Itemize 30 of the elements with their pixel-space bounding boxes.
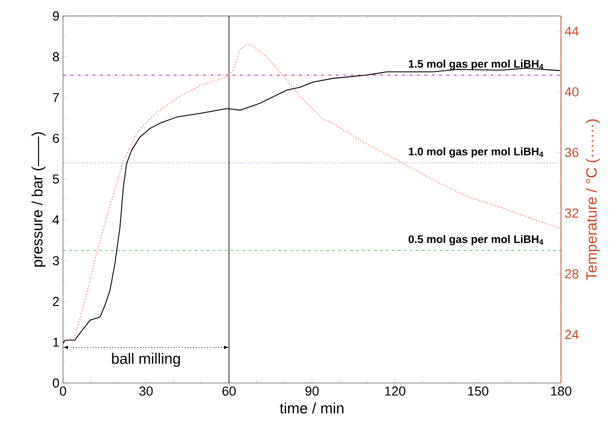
ref-line-label: 1.0 mol gas per mol LiBH$_{4}$ [408,147,544,158]
y2-tick-label: 36 [565,148,578,158]
y-tick-label: 0 [52,378,59,388]
x-tick-label: 150 [468,386,488,396]
x-tick-label: 120 [385,386,406,396]
y2-tick-label: 28 [565,269,578,278]
x-tick-label: 30 [139,386,153,396]
ref-line-label: 1.5 mol gas per mol LiBH$_{4}$ [408,60,544,70]
y-tick-label: 1 [53,338,59,347]
annotation: ball milling [112,352,180,367]
x-tick-label: 90 [305,386,319,396]
x-tick-label: 60 [222,386,236,396]
y-axis-title: pressure / bar (——) [32,132,46,267]
y2-tick-label: 40 [564,87,578,96]
y2-tick-label: 44 [564,26,579,36]
y-tick-label: 4 [52,215,60,224]
x-tick-label: 0 [60,386,66,396]
y-tick-label: 3 [52,256,59,266]
y-tick-label: 5 [52,174,59,184]
y-tick-label: 8 [52,52,59,62]
y2-axis-title: Temperature / °C (·······) [586,119,600,280]
y-tick-label: 2 [52,296,59,306]
ref-line-label: 0.5 mol gas per mol LiBH$_{4}$ [408,235,544,246]
x-tick-label: 180 [551,386,572,396]
y2-tick-label: 32 [565,208,578,218]
y-tick-label: 7 [52,93,59,102]
y-tick-label: 9 [52,11,59,21]
y-tick-label: 6 [52,134,59,143]
y2-tick-label: 24 [565,330,579,339]
x-axis-title: time / min [280,402,344,414]
